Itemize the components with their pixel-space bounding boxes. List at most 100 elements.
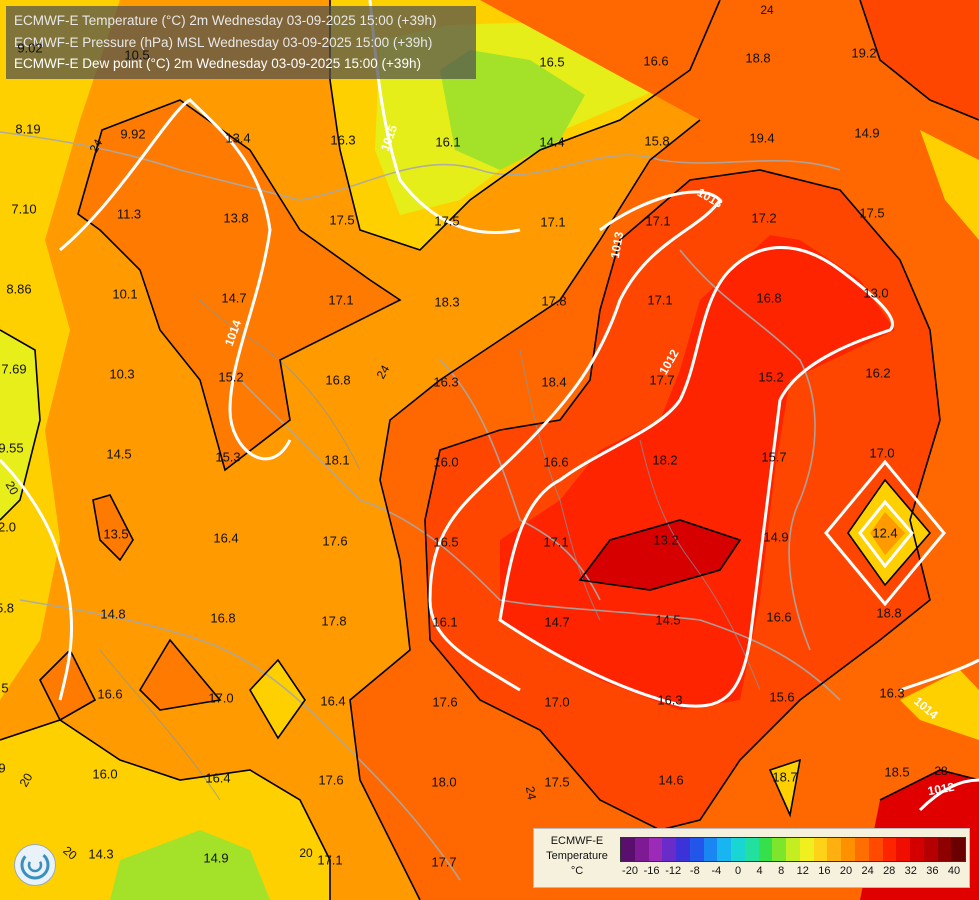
dewpoint-value-label: 19.2	[851, 45, 877, 61]
legend-tick-label: 28	[883, 865, 896, 877]
legend-color-swatch	[648, 838, 663, 861]
dewpoint-value-label: 14.6	[658, 772, 684, 788]
dewpoint-value-label: 9	[0, 760, 6, 776]
dewpoint-value-label: 16.6	[543, 454, 569, 470]
dewpoint-value-label: 12.4	[872, 525, 898, 541]
dewpoint-value-label: 17.8	[541, 293, 567, 309]
dewpoint-value-label: 17.1	[317, 852, 343, 868]
dewpoint-value-label: 17.1	[647, 292, 673, 308]
dewpoint-value-label: 13.8	[223, 210, 249, 226]
dewpoint-value-label: 18.5	[884, 764, 910, 780]
dewpoint-value-label: 14.9	[763, 529, 789, 545]
dewpoint-value-label: 19.4	[749, 130, 775, 146]
dewpoint-value-label: 16.3	[330, 132, 356, 148]
dewpoint-value-label: 17.7	[649, 372, 675, 388]
dewpoint-value-label: 17.6	[432, 694, 458, 710]
dewpoint-value-label: 16.0	[92, 766, 118, 782]
dewpoint-value-label: 18.0	[431, 774, 457, 790]
dewpoint-value-label: 16.6	[766, 609, 792, 625]
dewpoint-value-label: 14.7	[221, 290, 247, 306]
legend-color-swatch	[813, 838, 828, 861]
legend-tick-label: -8	[689, 865, 700, 877]
dewpoint-layer-title[interactable]: ECMWF-E Dew point (°C) 2m Wednesday 03-0…	[14, 56, 421, 71]
legend-color-swatch	[744, 838, 759, 861]
dewpoint-value-label: 17.0	[208, 690, 234, 706]
dewpoint-value-label: 8.19	[15, 121, 41, 137]
dewpoint-value-label: 17.8	[321, 613, 347, 629]
legend-color-swatch	[662, 838, 677, 861]
dewpoint-value-label: 17.1	[540, 214, 566, 230]
legend-color-swatch	[937, 838, 952, 861]
dewpoint-value-label: 17.1	[328, 292, 354, 308]
dewpoint-value-label: 13.0	[863, 285, 889, 301]
legend-color-swatch	[731, 838, 745, 861]
legend-color-swatch	[689, 838, 704, 861]
dewpoint-value-label: 16.3	[879, 685, 905, 701]
legend-color-swatch	[910, 838, 924, 861]
legend-color-swatch	[827, 838, 842, 861]
legend-tick-label: 8	[778, 865, 785, 877]
legend-tick-label: -16	[643, 865, 660, 877]
dewpoint-value-label: 17.5	[329, 212, 355, 228]
legend-tick-label: 16	[818, 865, 831, 877]
legend-tick-label: -12	[665, 865, 682, 877]
dewpoint-value-label: 13.2	[653, 532, 679, 548]
temperature-layer-title[interactable]: ECMWF-E Temperature (°C) 2m Wednesday 03…	[14, 13, 437, 28]
legend-color-swatch	[703, 838, 718, 861]
dewpoint-value-label: 2.0	[0, 519, 17, 535]
dewpoint-value-label: 18.4	[541, 374, 567, 390]
dewpoint-value-label: 10.1	[112, 286, 138, 302]
legend-tick-label: 40	[947, 865, 961, 877]
dewpoint-value-label: 14.5	[106, 446, 132, 462]
legend-color-swatch	[868, 838, 883, 861]
dewpoint-value-label: 18.7	[772, 769, 798, 785]
dewpoint-value-label: 10.3	[109, 366, 135, 382]
dewpoint-value-label: 16.5	[539, 54, 565, 70]
dewpoint-value-label: 10.5	[124, 47, 150, 63]
legend-color-swatch	[896, 838, 911, 861]
dewpoint-value-label: 17.1	[645, 213, 671, 229]
legend-tick-label: -4	[711, 865, 722, 877]
pressure-layer-title[interactable]: ECMWF-E Pressure (hPa) MSL Wednesday 03-…	[14, 34, 433, 50]
ecmwf-logo	[14, 844, 56, 886]
dewpoint-value-label: 16.5	[433, 534, 459, 550]
dewpoint-value-label: 16.4	[320, 693, 346, 709]
dewpoint-value-label: 16.8	[756, 290, 782, 306]
legend-color-swatch	[923, 838, 938, 861]
legend-color-swatch	[676, 838, 690, 861]
temperature-contour-label: 20	[299, 846, 313, 860]
dewpoint-value-label: 17.0	[869, 445, 895, 461]
legend-colorbar	[620, 837, 966, 862]
legend-tick-label: -20	[622, 865, 638, 877]
dewpoint-value-label: 18.3	[434, 294, 460, 310]
legend-tick-label: 24	[861, 865, 874, 877]
dewpoint-value-label: 14.8	[100, 606, 126, 622]
temperature-legend: ECMWF-E Temperature °C -20 -16 -12 -8 -4 0 4 8 1…	[533, 828, 970, 888]
dewpoint-value-label: 16.2	[865, 365, 891, 381]
dewpoint-value-label: 17.2	[751, 210, 777, 226]
dewpoint-value-label: 17.5	[859, 205, 885, 221]
dewpoint-value-label: 16.8	[325, 372, 351, 388]
dewpoint-value-label: 15.2	[218, 369, 244, 385]
dewpoint-value-label: 14.5	[655, 612, 681, 628]
legend-color-swatch	[772, 838, 787, 861]
legend-color-swatch	[799, 838, 814, 861]
dewpoint-value-label: 18.8	[745, 50, 771, 66]
dewpoint-value-label: 9.02	[17, 40, 43, 56]
dewpoint-value-label: 7.69	[1, 361, 27, 377]
dewpoint-value-label: 15.8	[644, 133, 670, 149]
legend-ticks: -20 -16 -12 -8 -4 0 4 8 12 16 20 24 28 32 36 40	[620, 865, 964, 879]
dewpoint-value-label: 16.4	[205, 770, 231, 786]
legend-color-swatch	[855, 838, 869, 861]
legend-tick-label: 12	[796, 865, 809, 877]
dewpoint-value-label: 16.3	[433, 374, 459, 390]
legend-color-swatch	[621, 838, 635, 861]
legend-color-swatch	[786, 838, 800, 861]
dewpoint-value-label: 16.4	[213, 530, 239, 546]
dewpoint-value-label: 16.8	[210, 610, 236, 626]
legend-title: ECMWF-E Temperature °C	[546, 835, 608, 877]
dewpoint-value-label: 14.3	[88, 846, 114, 862]
dewpoint-value-label: 5.8	[0, 600, 15, 616]
map-header: ECMWF-E Temperature (°C) 2m Wednesday 03…	[6, 6, 476, 79]
